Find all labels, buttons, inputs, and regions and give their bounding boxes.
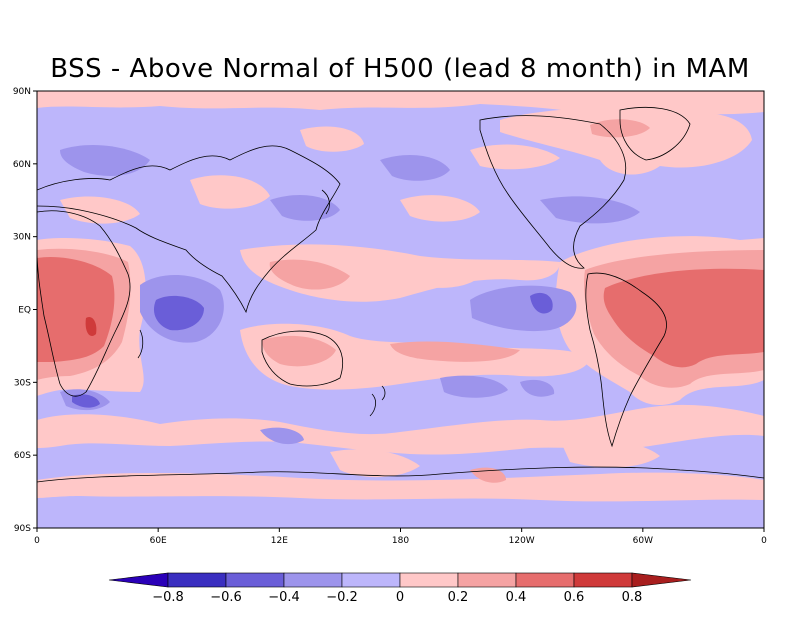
colorbar-swatch: [515, 572, 575, 588]
lon-tick-label: 120W: [509, 536, 535, 546]
coastline-south-america: [585, 272, 667, 448]
lat-tick-label: 30S: [14, 378, 31, 388]
lat-tick-label: 90N: [13, 87, 31, 97]
lon-tick-label: 12E: [271, 536, 288, 546]
colorbar-label: 0.6: [564, 590, 585, 605]
coastline-new-zealand: [369, 385, 386, 417]
lon-tick-label: 0: [761, 536, 767, 546]
lat-tick-label: EQ: [18, 306, 31, 316]
colorbar-swatch: [225, 572, 285, 588]
colorbar-swatch: [457, 572, 517, 588]
colorbar-extend-low: [108, 572, 169, 588]
colorbar-label: 0.2: [448, 590, 469, 605]
lon-tick-label: 0: [34, 536, 40, 546]
coastline-north-america: [479, 115, 627, 269]
colorbar-label: −0.6: [210, 590, 242, 605]
coastline-africa: [37, 210, 131, 397]
colorbar-label: −0.2: [326, 590, 358, 605]
colorbar-swatch: [283, 572, 343, 588]
lat-tick-label: 90S: [14, 524, 31, 534]
longitude-axis: 0 60E 12E 180 120W 60W 0: [34, 528, 767, 546]
colorbar-label: 0: [396, 590, 404, 605]
colorbar-swatch: [341, 572, 401, 588]
colorbar-swatch: [573, 572, 633, 588]
lat-tick-label: 30N: [13, 233, 31, 243]
colorbar-label: −0.4: [268, 590, 300, 605]
colorbar-swatch: [399, 572, 459, 588]
map-title: BSS - Above Normal of H500 (lead 8 month…: [50, 54, 750, 84]
colorbar-label: −0.8: [152, 590, 184, 605]
lon-tick-label: 60E: [150, 536, 167, 546]
coastline-antarctica: [37, 466, 764, 483]
lon-tick-label: 180: [392, 536, 409, 546]
colorbar-extend-high: [631, 572, 692, 588]
lat-tick-label: 60N: [13, 160, 31, 170]
contour-positive-greenland: [500, 107, 752, 175]
coastline-japan: [321, 189, 330, 215]
colorbar-label: 0.8: [622, 590, 643, 605]
bss-contour-field: [37, 91, 764, 502]
colorbar-label: 0.4: [506, 590, 527, 605]
colorbar: −0.8 −0.6 −0.4 −0.2 0 0.2 0.4 0.6 0.8: [108, 572, 692, 605]
coastline-eurasia: [37, 145, 341, 314]
coastline-madagascar: [137, 329, 144, 359]
lat-tick-label: 60S: [14, 451, 31, 461]
colorbar-swatch: [167, 572, 227, 588]
coastlines: [37, 107, 764, 483]
contour-negative-pacific: [470, 285, 577, 332]
latitude-axis: 90N 60N 30N EQ 30S 60S 90S: [13, 87, 37, 534]
coastline-australia: [261, 330, 343, 387]
coastline-greenland: [619, 107, 691, 161]
lon-tick-label: 60W: [633, 536, 653, 546]
